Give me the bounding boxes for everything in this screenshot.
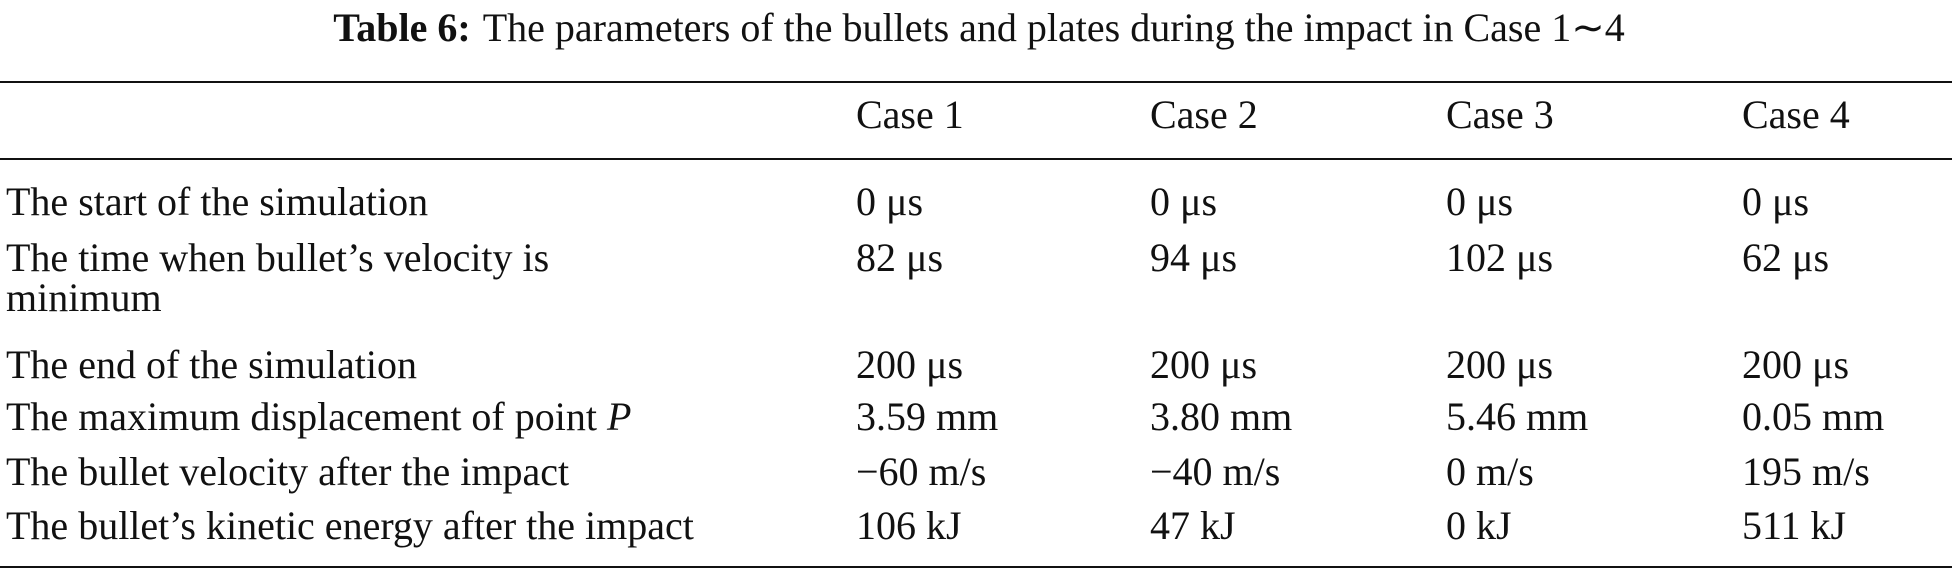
cell-value: 94 μs [1150,235,1238,280]
cell-value: 200 μs [1446,342,1554,387]
cell-value: 0 μs [1742,179,1810,224]
cell-value: 106 kJ [856,503,962,548]
column-header: Case 2 [1150,92,1258,137]
top-rule [0,81,1952,83]
cell-value: 3.80 mm [1150,394,1293,439]
cell-value: −60 m/s [856,449,987,494]
row-label-text: The maximum displacement of point [6,394,597,439]
cell-value: 102 μs [1446,235,1554,280]
cell-value: 200 μs [856,342,964,387]
caption-text: The parameters of the bullets and plates… [482,5,1625,50]
cell-value: 47 kJ [1150,503,1236,548]
cell-value: 200 μs [1150,342,1258,387]
column-header: Case 4 [1742,92,1850,137]
row-label: The bullet’s kinetic energy after the im… [6,503,694,548]
row-label: The end of the simulation [6,342,418,387]
row-label-italic: P [606,394,632,439]
column-header: Case 1 [856,92,964,137]
cell-value: 511 kJ [1742,503,1847,548]
row-label: The bullet velocity after the impact [6,449,570,494]
cell-value: 200 μs [1742,342,1850,387]
cell-value: 0 μs [1446,179,1514,224]
row-label: The maximum displacement of point P [6,393,631,441]
cell-value: 5.46 mm [1446,394,1589,439]
column-header: Case 3 [1446,92,1554,137]
row-label: The time when bullet’s velocity is minim… [6,235,550,320]
cell-value: 3.59 mm [856,394,999,439]
cell-value: −40 m/s [1150,449,1281,494]
cell-value: 0 m/s [1446,449,1534,494]
cell-value: 62 μs [1742,235,1830,280]
cell-value: 0.05 mm [1742,394,1885,439]
cell-value: 82 μs [856,235,944,280]
row-label: The start of the simulation [6,179,429,224]
header-rule [0,158,1952,160]
cell-value: 0 μs [856,179,924,224]
caption: Table 6: The parameters of the bullets an… [0,4,1958,52]
caption-label: Table 6: [333,5,471,50]
bottom-rule [0,566,1952,568]
cell-value: 0 μs [1150,179,1218,224]
cell-value: 195 m/s [1742,449,1870,494]
cell-value: 0 kJ [1446,503,1512,548]
